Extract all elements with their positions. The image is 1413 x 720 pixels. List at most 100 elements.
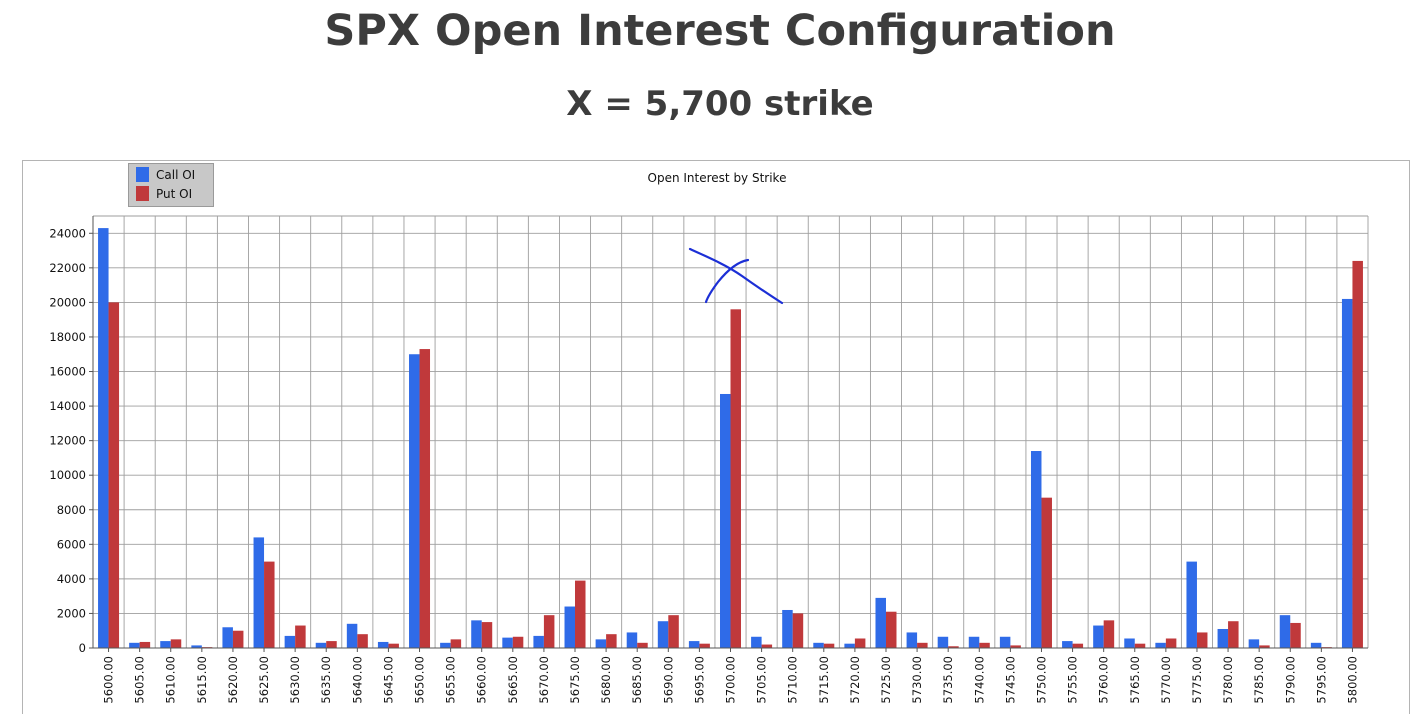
x-tick-label: 5655.00 [444,656,458,704]
x-tick-label: 5785.00 [1252,656,1266,704]
x-tick-label: 5640.00 [350,656,364,704]
bar-put-oi [264,561,275,648]
bar-call-oi [471,620,482,648]
x-tick-label: 5675.00 [568,656,582,704]
bar-call-oi [98,228,109,648]
x-tick-label: 5620.00 [226,656,240,704]
bar-put-oi [730,309,741,648]
bar-call-oi [377,641,389,648]
bar-put-oi [419,349,431,648]
y-tick-label: 18000 [49,330,86,344]
bar-put-oi [668,615,679,648]
x-tick-label: 5665.00 [506,656,520,704]
bar-put-oi [1290,622,1301,648]
x-tick-label: 5800.00 [1345,656,1359,704]
bar-call-oi [720,393,731,648]
bar-put-oi [232,630,244,648]
bar-put-oi [885,611,897,648]
y-tick-label: 12000 [49,434,86,448]
bar-call-oi [751,636,762,648]
x-tick-label: 5760.00 [1097,656,1111,704]
bar-call-oi [1186,561,1197,648]
bar-put-oi [606,634,617,648]
bar-call-oi [782,609,793,648]
x-tick-label: 5700.00 [724,656,738,704]
annotation-stroke-2 [704,258,750,304]
bar-put-oi [948,646,959,648]
bar-call-oi [657,621,669,648]
bar-put-oi [1352,260,1363,648]
bar-call-oi [533,635,544,648]
x-tick-label: 5710.00 [786,656,800,704]
bar-call-oi [1341,298,1353,648]
bar-call-oi [595,639,607,648]
page-title: SPX Open Interest Configuration [324,6,1116,56]
x-tick-label: 5720.00 [848,656,862,704]
legend-item-put: Put OI [136,186,192,203]
bar-put-oi [637,642,648,648]
bar-call-oi [1030,451,1042,648]
chart-title: Open Interest by Strike [647,171,787,185]
bar-put-oi [1196,632,1208,648]
bar-put-oi [108,302,120,648]
bar-put-oi [1072,643,1084,648]
x-tick-label: 5780.00 [1221,656,1235,704]
legend-swatch-call [136,167,149,182]
bar-call-oi [1217,628,1229,648]
bar-put-oi [823,643,835,648]
bar-call-oi [1124,638,1135,648]
x-tick-label: 5630.00 [288,656,302,704]
chart-legend: Call OI Put OI [128,163,214,207]
x-tick-label: 5725.00 [879,656,893,704]
annotation-stroke-1 [688,247,784,305]
bar-call-oi [906,632,918,648]
y-tick-label: 6000 [57,537,86,551]
legend-swatch-put [136,186,149,201]
bar-put-oi [357,634,368,648]
x-tick-label: 5705.00 [755,656,769,704]
bar-call-oi [222,627,233,648]
bar-put-oi [481,622,493,648]
x-tick-label: 5770.00 [1159,656,1173,704]
bar-put-oi [1041,497,1052,648]
bar-call-oi [440,642,451,648]
bar-call-oi [813,642,824,648]
bar-call-oi [315,642,327,648]
x-tick-label: 5680.00 [599,656,613,704]
bar-call-oi [937,636,949,648]
x-tick-label: 5605.00 [133,656,147,704]
bar-call-oi [284,635,296,648]
x-tick-label: 5610.00 [164,656,178,704]
y-tick-label: 14000 [49,399,86,413]
bar-put-oi [917,642,928,648]
bar-call-oi [409,354,420,648]
bar-call-oi [1155,642,1166,648]
bar-call-oi [999,636,1011,648]
bar-call-oi [844,643,855,648]
x-tick-label: 5690.00 [661,656,675,704]
x-tick-label: 5645.00 [381,656,395,704]
bar-call-oi [253,537,265,648]
bar-put-oi [388,643,399,648]
x-tick-label: 5735.00 [941,656,955,704]
bar-call-oi [129,642,140,648]
x-tick-label: 5670.00 [537,656,551,704]
y-tick-label: 4000 [57,572,86,586]
y-tick-label: 24000 [49,226,86,240]
x-tick-label: 5730.00 [910,656,924,704]
bar-call-oi [160,641,171,648]
bar-call-oi [1310,642,1322,648]
x-tick-label: 5755.00 [1066,656,1080,704]
bars-group [98,228,1363,648]
bar-call-oi [688,641,700,648]
annotation-x-mark [688,247,784,305]
y-tick-label: 8000 [57,503,86,517]
bar-call-oi [968,636,980,648]
x-tick-label: 5775.00 [1190,656,1204,704]
bar-put-oi [139,641,151,648]
bar-put-oi [543,615,555,648]
bar-call-oi [1093,625,1104,648]
bar-put-oi [1103,620,1115,648]
bar-call-oi [502,637,513,648]
